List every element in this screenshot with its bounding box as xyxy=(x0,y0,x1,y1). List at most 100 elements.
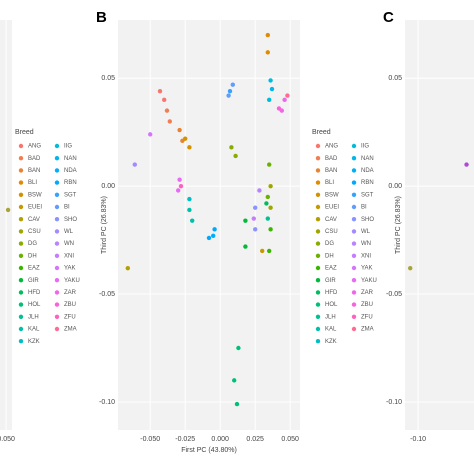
legend-label: WN xyxy=(361,241,371,247)
point xyxy=(212,227,217,232)
legend-label: NDA xyxy=(64,168,77,174)
legend-label: XNI xyxy=(64,253,74,259)
legend-label: HFD xyxy=(325,290,338,296)
legend-swatch xyxy=(351,265,357,271)
legend-swatch xyxy=(54,253,60,258)
x-tick-label: 0.050 xyxy=(0,436,15,443)
legend-label: KZK xyxy=(28,339,40,345)
point xyxy=(253,227,258,232)
legend-swatch xyxy=(351,241,357,246)
legend-swatch xyxy=(351,253,357,258)
legend-swatch xyxy=(315,204,321,210)
legend-swatch xyxy=(315,180,321,185)
legend-label: ZAR xyxy=(361,290,374,296)
point xyxy=(190,218,195,223)
point xyxy=(268,205,273,210)
legend-label: JLH xyxy=(325,314,336,320)
legend-swatch xyxy=(315,168,321,173)
point xyxy=(187,196,192,202)
x-tick-label: 0.000 xyxy=(211,436,229,443)
legend-swatch xyxy=(351,168,357,173)
point xyxy=(176,188,181,193)
point xyxy=(243,244,248,249)
legend-swatch xyxy=(315,229,321,234)
point xyxy=(177,127,182,133)
legend-label: WN xyxy=(64,241,74,247)
legend-label: ZBU xyxy=(64,302,76,308)
legend-title: Breed xyxy=(15,129,34,136)
legend-swatch xyxy=(18,290,24,295)
legend-swatch xyxy=(54,278,60,283)
point xyxy=(5,207,11,213)
x-tick-label: 0.025 xyxy=(246,436,264,443)
y-tick-label: -0.05 xyxy=(386,291,402,298)
legend-swatch xyxy=(54,143,60,149)
legend-swatch xyxy=(351,290,357,295)
legend-label: WL xyxy=(64,229,74,235)
point xyxy=(257,188,262,193)
legend-swatch xyxy=(54,192,60,197)
legend-label: CAV xyxy=(325,217,337,223)
legend-swatch xyxy=(315,302,321,307)
legend-swatch xyxy=(18,278,24,283)
point xyxy=(178,183,184,189)
legend-swatch xyxy=(18,241,24,246)
legend-label: BAN xyxy=(28,168,40,174)
legend-label: SGT xyxy=(361,192,374,198)
point xyxy=(464,162,469,167)
legend-label: ZMA xyxy=(64,327,77,333)
legend-swatch xyxy=(54,156,60,161)
legend-swatch xyxy=(54,204,60,210)
legend-swatch xyxy=(54,290,60,295)
y-tick-label: -0.10 xyxy=(386,399,402,406)
legend-swatch xyxy=(315,278,321,283)
legend-swatch xyxy=(54,229,60,234)
point xyxy=(164,108,170,113)
point xyxy=(269,86,275,92)
point xyxy=(268,78,273,83)
legend-label: SHO xyxy=(361,217,374,223)
legend-swatch xyxy=(18,314,24,319)
legend-swatch xyxy=(351,314,357,319)
legend-label: HOL xyxy=(28,302,41,308)
point xyxy=(125,265,130,271)
y-tick-label: 0.00 xyxy=(101,183,115,190)
legend-label: DG xyxy=(28,241,37,247)
y-tick-label: -0.10 xyxy=(99,399,115,406)
legend-label: BLI xyxy=(28,180,37,186)
legend-label: JLH xyxy=(28,314,39,320)
legend-label: IIG xyxy=(64,144,72,150)
point xyxy=(265,32,270,38)
legend-swatch xyxy=(315,339,321,344)
legend-label: XNI xyxy=(361,253,371,259)
point xyxy=(408,265,413,271)
x-tick-label: -0.025 xyxy=(175,436,195,443)
legend-label: EAZ xyxy=(325,266,337,272)
legend-label: NAN xyxy=(361,156,374,162)
legend-swatch xyxy=(18,217,24,222)
legend-label: GIR xyxy=(28,278,39,284)
point xyxy=(282,97,287,103)
point xyxy=(132,162,137,167)
legend-swatch xyxy=(315,265,321,271)
point xyxy=(285,93,290,98)
y-tick-label: 0.05 xyxy=(388,75,402,82)
legend-swatch xyxy=(54,265,60,271)
point xyxy=(167,119,172,124)
point xyxy=(265,50,270,55)
legend-label: HFD xyxy=(28,290,41,296)
legend-swatch xyxy=(18,192,24,197)
legend-swatch xyxy=(315,241,321,246)
legend-swatch xyxy=(18,143,24,149)
legend-label: EUEI xyxy=(28,205,42,211)
legend-swatch xyxy=(351,204,357,210)
legend-label: BAD xyxy=(28,156,41,162)
plot-panel xyxy=(118,20,300,430)
legend-label: BAD xyxy=(325,156,338,162)
legend-label: IIG xyxy=(361,144,369,150)
legend-label: RBN xyxy=(64,180,77,186)
legend-swatch xyxy=(54,180,60,185)
legend-label: CSU xyxy=(325,229,338,235)
y-tick-label: -0.05 xyxy=(99,291,115,298)
legend-label: SGT xyxy=(64,192,77,198)
